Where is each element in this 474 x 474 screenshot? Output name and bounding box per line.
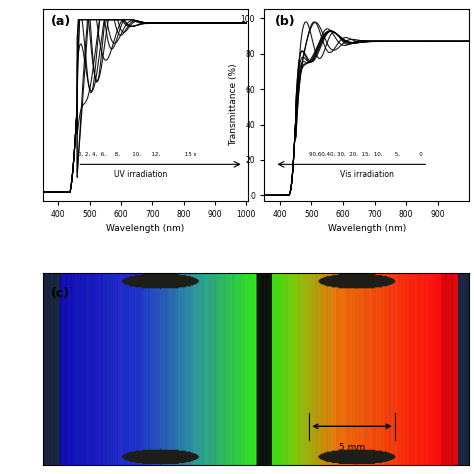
Text: 5 mm: 5 mm <box>339 443 365 452</box>
Text: UV irradiation: UV irradiation <box>115 170 168 179</box>
Y-axis label: Transmittance (%): Transmittance (%) <box>229 64 238 146</box>
Text: 90,60,40, 30,  20,  15,  10,       5,           0: 90,60,40, 30, 20, 15, 10, 5, 0 <box>309 151 423 156</box>
Text: Vis irradiation: Vis irradiation <box>340 170 393 179</box>
Text: (b): (b) <box>274 15 295 28</box>
Text: 0, 2, 4,  6,     8,       10,      12,              15 s: 0, 2, 4, 6, 8, 10, 12, 15 s <box>78 151 196 156</box>
X-axis label: Wavelength (nm): Wavelength (nm) <box>106 224 184 233</box>
Text: (a): (a) <box>51 15 71 28</box>
Text: (c): (c) <box>51 287 70 300</box>
X-axis label: Wavelength (nm): Wavelength (nm) <box>328 224 406 233</box>
